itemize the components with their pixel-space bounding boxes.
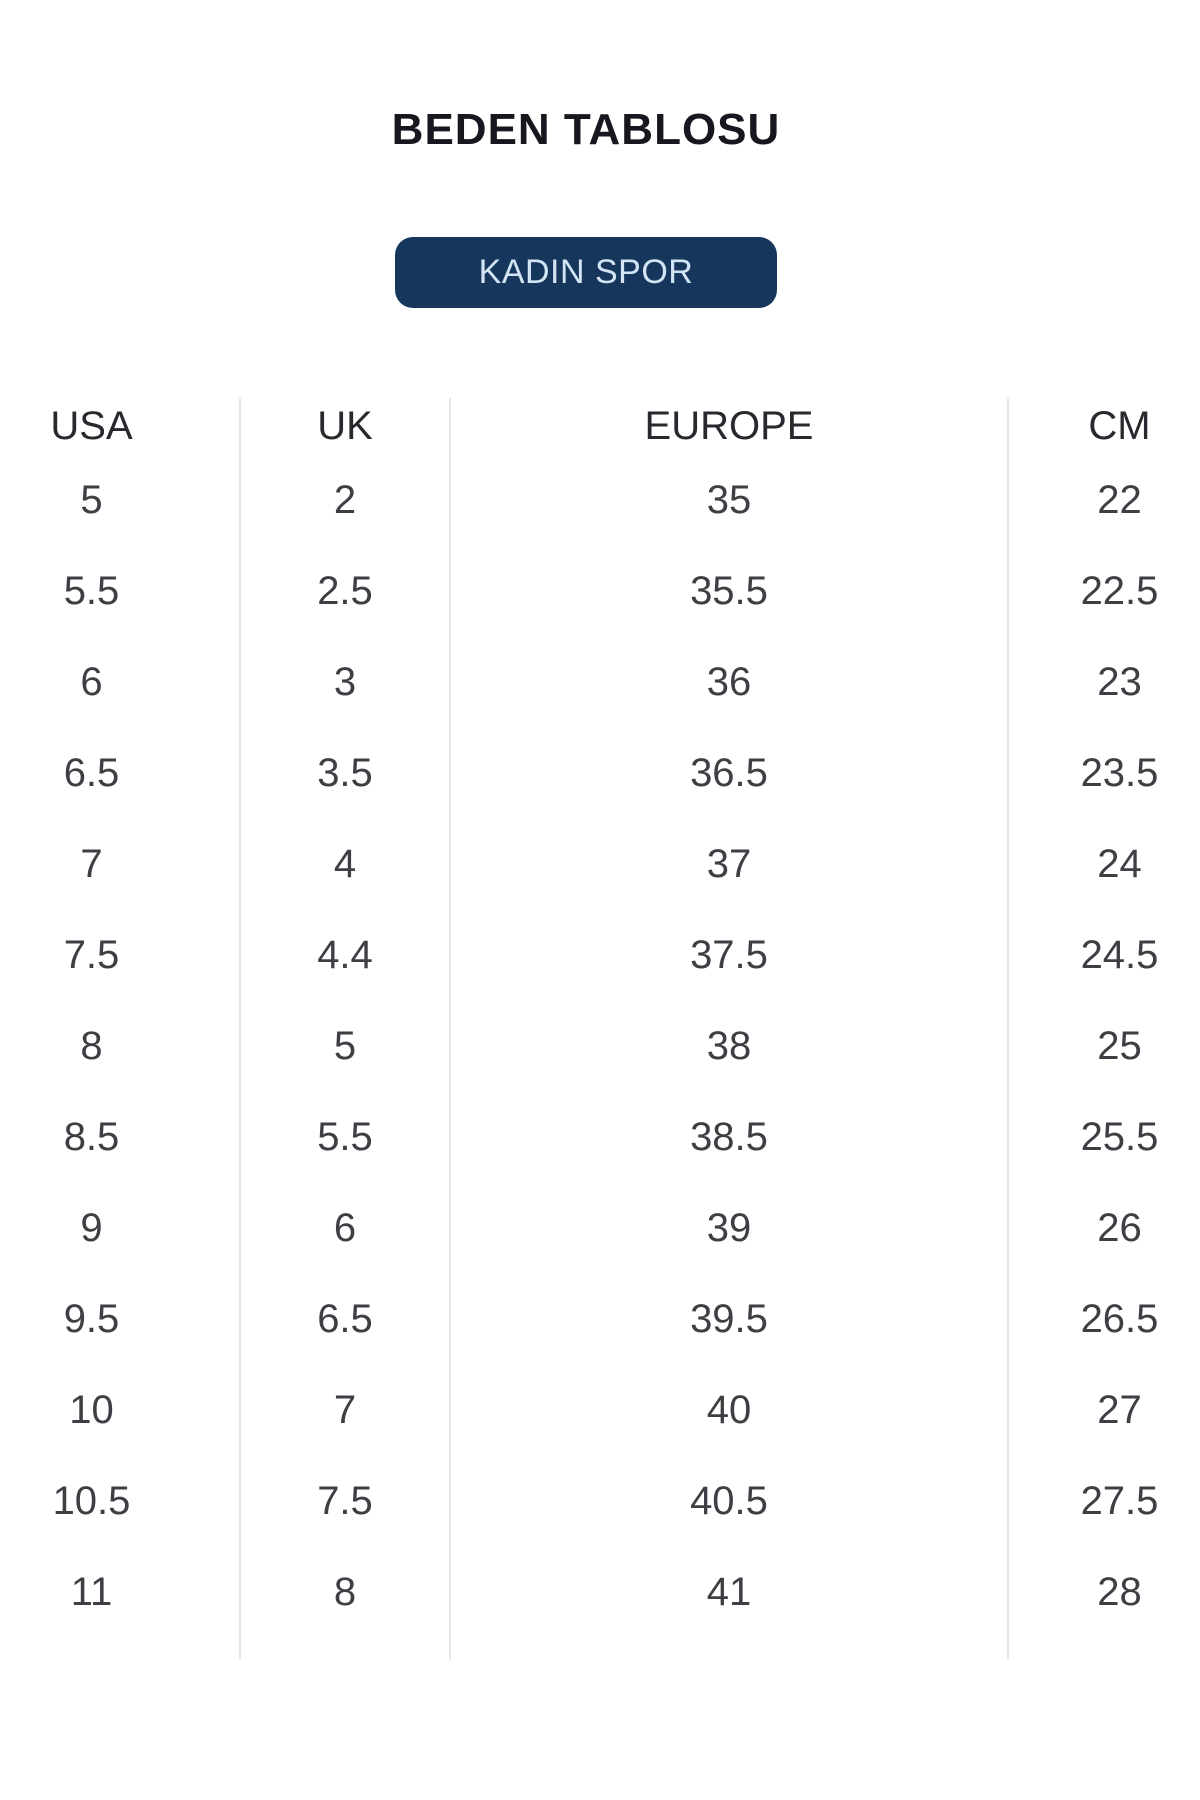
- size-cell: 3: [240, 637, 451, 728]
- table-row: 6.5 3.5 36.5 23.5: [0, 728, 1200, 819]
- size-cell: 2: [240, 455, 451, 546]
- size-cell: 27.5: [1080, 1479, 1159, 1523]
- table-row: 10 7 40 27: [0, 1365, 1200, 1456]
- size-cell: 3.5: [240, 728, 451, 819]
- size-cell: 6.5: [0, 728, 241, 819]
- size-cell: 6.5: [240, 1274, 451, 1365]
- table-row: 10.5 7.5 40.5 27.5: [0, 1456, 1200, 1547]
- size-cell: 7: [0, 819, 241, 910]
- size-cell: 22: [1097, 478, 1142, 522]
- size-cell: 38: [450, 1001, 1009, 1092]
- size-table: USA UK EUROPE CM 5 2 35 22 5.5 2.5 35.5 22.5 6 3 3…: [0, 398, 1200, 1660]
- column-header-uk: UK: [240, 398, 451, 455]
- size-cell: 36: [450, 637, 1009, 728]
- spacer-cell: [240, 1638, 451, 1660]
- size-cell: 9: [0, 1183, 241, 1274]
- spacer-cell: [1008, 1638, 1200, 1660]
- size-cell: 8: [240, 1547, 451, 1638]
- size-cell: 23: [1097, 660, 1142, 704]
- size-cell: 7: [240, 1365, 451, 1456]
- table-row: 5.5 2.5 35.5 22.5: [0, 546, 1200, 637]
- size-cell: 37: [450, 819, 1009, 910]
- size-cell: 5.5: [240, 1092, 451, 1183]
- size-cell: 23.5: [1080, 751, 1159, 795]
- table-header-row: USA UK EUROPE CM: [0, 398, 1200, 455]
- size-cell: 40.5: [450, 1456, 1009, 1547]
- size-cell: 36.5: [450, 728, 1009, 819]
- column-header-europe: EUROPE: [450, 398, 1009, 455]
- size-cell: 6: [240, 1183, 451, 1274]
- table-row: 7.5 4.4 37.5 24.5: [0, 910, 1200, 1001]
- spacer-cell: [450, 1638, 1009, 1660]
- size-cell: 39: [450, 1183, 1009, 1274]
- table-bottom-spacer: [0, 1638, 1200, 1660]
- size-cell: 41: [450, 1547, 1009, 1638]
- table-row: 9.5 6.5 39.5 26.5: [0, 1274, 1200, 1365]
- page-title: BEDEN TABLOSU: [391, 105, 781, 154]
- table-row: 8 5 38 25: [0, 1001, 1200, 1092]
- size-cell: 37.5: [450, 910, 1009, 1001]
- size-cell: 5.5: [0, 546, 241, 637]
- size-cell: 8.5: [0, 1092, 241, 1183]
- table-row: 7 4 37 24: [0, 819, 1200, 910]
- size-cell: 35: [450, 455, 1009, 546]
- size-cell: 25: [1097, 1024, 1142, 1068]
- size-cell: 27: [1097, 1388, 1142, 1432]
- size-cell: 4.4: [240, 910, 451, 1001]
- category-button-kadin-spor[interactable]: KADIN SPOR: [395, 237, 777, 308]
- size-cell: 4: [240, 819, 451, 910]
- spacer-cell: [0, 1638, 241, 1660]
- size-cell: 39.5: [450, 1274, 1009, 1365]
- size-cell: 26.5: [1080, 1297, 1159, 1341]
- size-cell: 6: [0, 637, 241, 728]
- size-cell: 35.5: [450, 546, 1009, 637]
- column-header-usa: USA: [0, 398, 241, 455]
- table-row: 5 2 35 22: [0, 455, 1200, 546]
- size-cell: 2.5: [240, 546, 451, 637]
- size-cell: 40: [450, 1365, 1009, 1456]
- table-row: 6 3 36 23: [0, 637, 1200, 728]
- size-cell: 9.5: [0, 1274, 241, 1365]
- size-cell: 22.5: [1080, 569, 1159, 613]
- size-cell: 5: [0, 455, 241, 546]
- size-cell: 24.5: [1080, 933, 1159, 977]
- size-cell: 25.5: [1080, 1115, 1159, 1159]
- table-row: 9 6 39 26: [0, 1183, 1200, 1274]
- size-cell: 38.5: [450, 1092, 1009, 1183]
- size-cell: 10: [0, 1365, 241, 1456]
- size-cell: 11: [0, 1547, 241, 1638]
- size-cell: 24: [1097, 842, 1142, 886]
- column-header-cm: CM: [1088, 404, 1151, 448]
- size-table-body: 5 2 35 22 5.5 2.5 35.5 22.5 6 3 36 23 6.5 3.5 36.5 23.5…: [0, 455, 1200, 1638]
- size-cell: 10.5: [0, 1456, 241, 1547]
- size-cell: 28: [1097, 1570, 1142, 1614]
- size-cell: 7.5: [0, 910, 241, 1001]
- table-row: 8.5 5.5 38.5 25.5: [0, 1092, 1200, 1183]
- size-cell: 8: [0, 1001, 241, 1092]
- size-cell: 7.5: [240, 1456, 451, 1547]
- size-cell: 26: [1097, 1206, 1142, 1250]
- size-cell: 5: [240, 1001, 451, 1092]
- header-section: BEDEN TABLOSU KADIN SPOR: [0, 0, 1172, 308]
- table-row: 11 8 41 28: [0, 1547, 1200, 1638]
